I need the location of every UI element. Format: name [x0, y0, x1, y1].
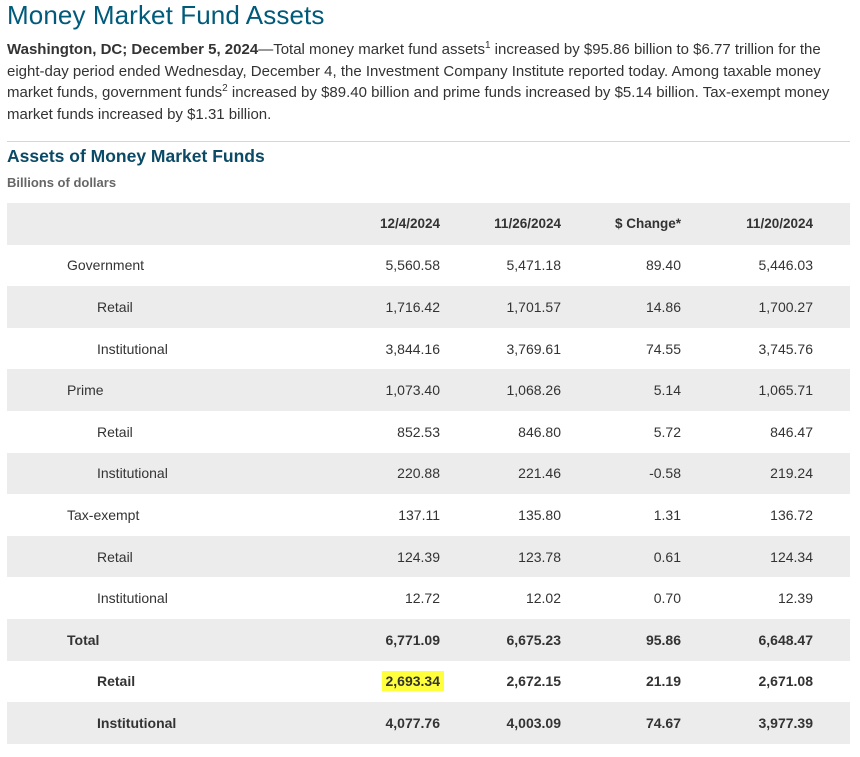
cell-value: 0.70 [653, 590, 681, 607]
cell-value: 5.14 [653, 382, 681, 399]
cell-value: 1,716.42 [385, 298, 441, 315]
cell-value: 89.40 [645, 257, 681, 274]
header-date-3: 11/20/2024 [746, 216, 813, 232]
header-label [7, 203, 309, 245]
cell-value: 4,003.09 [506, 714, 562, 731]
row-label: Retail [97, 548, 133, 565]
cell-value: 135.80 [518, 506, 561, 523]
header-date-2: 11/26/2024 [494, 216, 561, 232]
cell-value: 221.46 [518, 465, 561, 482]
row-label: Institutional [97, 590, 168, 607]
row-label: Government [67, 257, 145, 274]
cell-value: 1,073.40 [385, 382, 441, 399]
header-change: $ Change* [614, 216, 681, 232]
table-row-total: Institutional 4,077.76 4,003.09 74.67 3,… [7, 702, 850, 744]
row-label: Retail [97, 673, 136, 690]
table-row: Institutional 220.88 221.46 -0.58 219.24 [7, 452, 850, 495]
units-label: Billions of dollars [7, 175, 117, 190]
cell-value: 5,446.03 [758, 257, 814, 274]
cell-value: 12.39 [777, 590, 813, 607]
table-row: Retail 1,716.42 1,701.57 14.86 1,700.27 [7, 286, 850, 328]
cell-value: 136.72 [770, 506, 813, 523]
cell-value: 1,700.27 [758, 298, 814, 315]
cell-value: 0.61 [653, 548, 681, 565]
cell-value: 3,844.16 [385, 340, 441, 357]
table-row: Institutional 12.72 12.02 0.70 12.39 [7, 577, 850, 619]
cell-value: 5,560.58 [385, 257, 441, 274]
table-title: Assets of Money Market Funds [7, 146, 265, 166]
table-row: Prime 1,073.40 1,068.26 5.14 1,065.71 [7, 369, 850, 411]
cell-value: 1,068.26 [506, 382, 562, 399]
cell-value: 5.72 [653, 423, 681, 440]
table-row-total: Total 6,771.09 6,675.23 95.86 6,648.47 [7, 618, 850, 661]
table-row-total: Retail 2,693.34 2,672.15 21.19 2,671.08 [7, 661, 850, 703]
page-title: Money Market Fund Assets [7, 0, 325, 30]
table-header-row: 12/4/2024 11/26/2024 $ Change* 11/20/202… [7, 203, 850, 245]
dateline: Washington, DC; December 5, 2024 [7, 41, 259, 58]
cell-value: 12.72 [404, 590, 440, 607]
cell-value: 219.24 [770, 465, 813, 482]
row-label: Retail [97, 423, 133, 440]
cell-value: 124.34 [770, 548, 813, 565]
footnote-ref-2[interactable]: 2 [222, 83, 228, 94]
table-row: Retail 852.53 846.80 5.72 846.47 [7, 411, 850, 453]
cell-value: 74.55 [645, 340, 681, 357]
cell-value-highlighted: 2,693.34 [309, 661, 444, 703]
intro-text-a: —Total money market fund assets [258, 41, 485, 58]
row-label: Total [67, 631, 100, 648]
cell-value: 124.39 [397, 548, 440, 565]
assets-table: 12/4/2024 11/26/2024 $ Change* 11/20/202… [7, 203, 850, 744]
intro-text-b: increased by $95.86 billion to $6.77 tri… [7, 41, 821, 101]
row-label: Institutional [97, 465, 168, 482]
cell-value: 12.02 [525, 590, 561, 607]
footnote-ref-1[interactable]: 1 [484, 40, 491, 51]
row-label: Retail [97, 298, 133, 315]
divider [7, 141, 850, 142]
cell-value: 6,648.47 [758, 631, 814, 648]
intro-paragraph: Washington, DC; December 5, 2024—Total m… [7, 39, 845, 125]
cell-value: 74.67 [645, 714, 681, 731]
cell-value: 1,065.71 [758, 382, 814, 399]
cell-value: 137.11 [398, 506, 440, 523]
intro-text-c: increased by $89.40 billion and prime fu… [7, 84, 830, 123]
cell-value: 220.88 [397, 465, 440, 482]
cell-value: 5,471.18 [506, 257, 562, 274]
table-row: Government 5,560.58 5,471.18 89.40 5,446… [7, 245, 850, 287]
cell-value: 3,977.39 [758, 714, 814, 731]
cell-value: 6,675.23 [506, 631, 562, 648]
row-label: Institutional [97, 340, 168, 357]
cell-value: 123.78 [518, 548, 561, 565]
cell-value: 2,671.08 [758, 673, 814, 690]
row-label: Prime [67, 382, 104, 399]
cell-value: 1,701.57 [506, 298, 562, 315]
cell-value: 852.53 [397, 423, 440, 440]
row-label: Tax-exempt [67, 506, 140, 523]
row-label: Institutional [97, 714, 177, 731]
cell-value: 3,769.61 [506, 340, 562, 357]
highlighted-value[interactable]: 2,693.34 [381, 671, 444, 692]
table-row: Institutional 3,844.16 3,769.61 74.55 3,… [7, 328, 850, 370]
cell-value: 3,745.76 [758, 340, 814, 357]
table-row: Retail 124.39 123.78 0.61 124.34 [7, 535, 850, 578]
cell-value: 1.31 [653, 506, 681, 523]
table-row: Tax-exempt 137.11 135.80 1.31 136.72 [7, 494, 850, 536]
cell-value: 21.19 [645, 673, 681, 690]
header-pad [813, 203, 850, 245]
cell-value: 95.86 [645, 631, 681, 648]
cell-value: 6,771.09 [385, 631, 441, 648]
cell-value: 4,077.76 [385, 714, 441, 731]
cell-value: -0.58 [649, 465, 681, 482]
header-date-1: 12/4/2024 [379, 216, 440, 232]
cell-value: 846.47 [770, 423, 813, 440]
cell-value: 846.80 [518, 423, 561, 440]
cell-value: 14.86 [645, 298, 681, 315]
cell-value: 2,672.15 [506, 673, 562, 690]
